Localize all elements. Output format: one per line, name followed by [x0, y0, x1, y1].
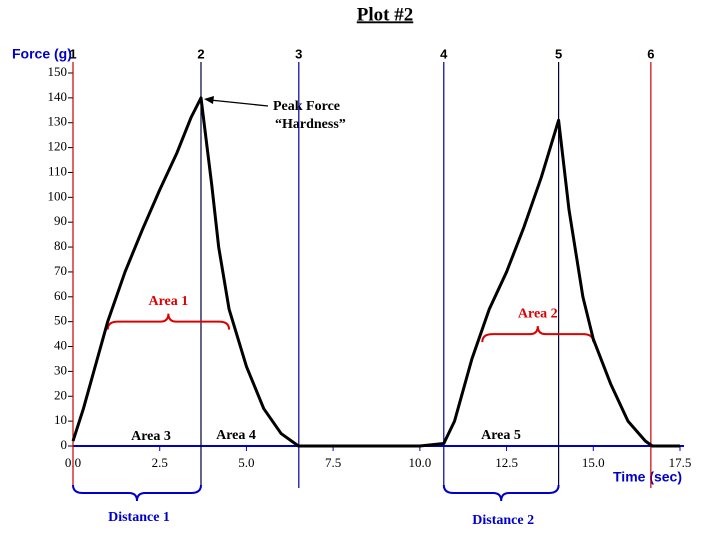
- y-tick-label: 60: [54, 288, 67, 303]
- annotation-arrow: [209, 99, 269, 107]
- y-tick-label: 80: [54, 238, 67, 253]
- area-label: Area 3: [131, 429, 171, 444]
- annotation: “Hardness”: [275, 117, 346, 132]
- x-axis-label: Time (sec): [613, 469, 682, 485]
- y-tick-label: 20: [54, 387, 67, 402]
- y-tick-label: 40: [54, 338, 67, 353]
- area-bracket: [106, 313, 231, 330]
- x-tick-label: 5.0: [238, 455, 254, 470]
- distance-bracket: [72, 484, 202, 502]
- x-tick-label: 17.5: [669, 455, 692, 470]
- y-tick-label: 100: [48, 188, 68, 203]
- x-tick-label: 10.0: [408, 455, 431, 470]
- y-tick-label: 130: [48, 114, 68, 129]
- area-label: Area 5: [481, 428, 521, 443]
- y-tick-label: 0: [61, 437, 68, 452]
- marker-label: 6: [647, 46, 654, 61]
- marker-label: 5: [555, 46, 562, 61]
- distance-bracket: [442, 484, 560, 502]
- distance-label: Distance 1: [108, 510, 170, 525]
- area-label: Area 4: [216, 428, 256, 443]
- y-tick-label: 90: [54, 213, 67, 228]
- y-tick-label: 150: [48, 64, 68, 79]
- annotation: Peak Force: [273, 99, 340, 114]
- marker-label: 2: [197, 46, 204, 61]
- marker-label: 4: [440, 46, 448, 61]
- area-bracket: [481, 326, 595, 343]
- marker-label: 1: [69, 46, 76, 61]
- x-tick-label: 12.5: [495, 455, 518, 470]
- x-tick-label: 15.0: [582, 455, 605, 470]
- marker-label: 3: [295, 46, 302, 61]
- chart-title: Plot #2: [357, 4, 413, 25]
- x-tick-label: 7.5: [325, 455, 341, 470]
- y-tick-label: 10: [54, 412, 67, 427]
- y-tick-label: 30: [54, 362, 67, 377]
- y-tick-label: 140: [48, 89, 68, 104]
- data-line: [71, 96, 680, 448]
- y-tick-label: 120: [48, 139, 68, 154]
- y-tick-label: 50: [54, 313, 67, 328]
- x-tick-label: 2.5: [152, 455, 168, 470]
- y-axis-label: Force (g): [12, 46, 72, 62]
- area-label: Area 2: [518, 306, 558, 321]
- arrow-head: [204, 96, 214, 104]
- y-tick-label: 70: [54, 263, 67, 278]
- y-tick-label: 110: [48, 163, 67, 178]
- distance-label: Distance 2: [472, 513, 534, 528]
- area-label: Area 1: [148, 294, 188, 309]
